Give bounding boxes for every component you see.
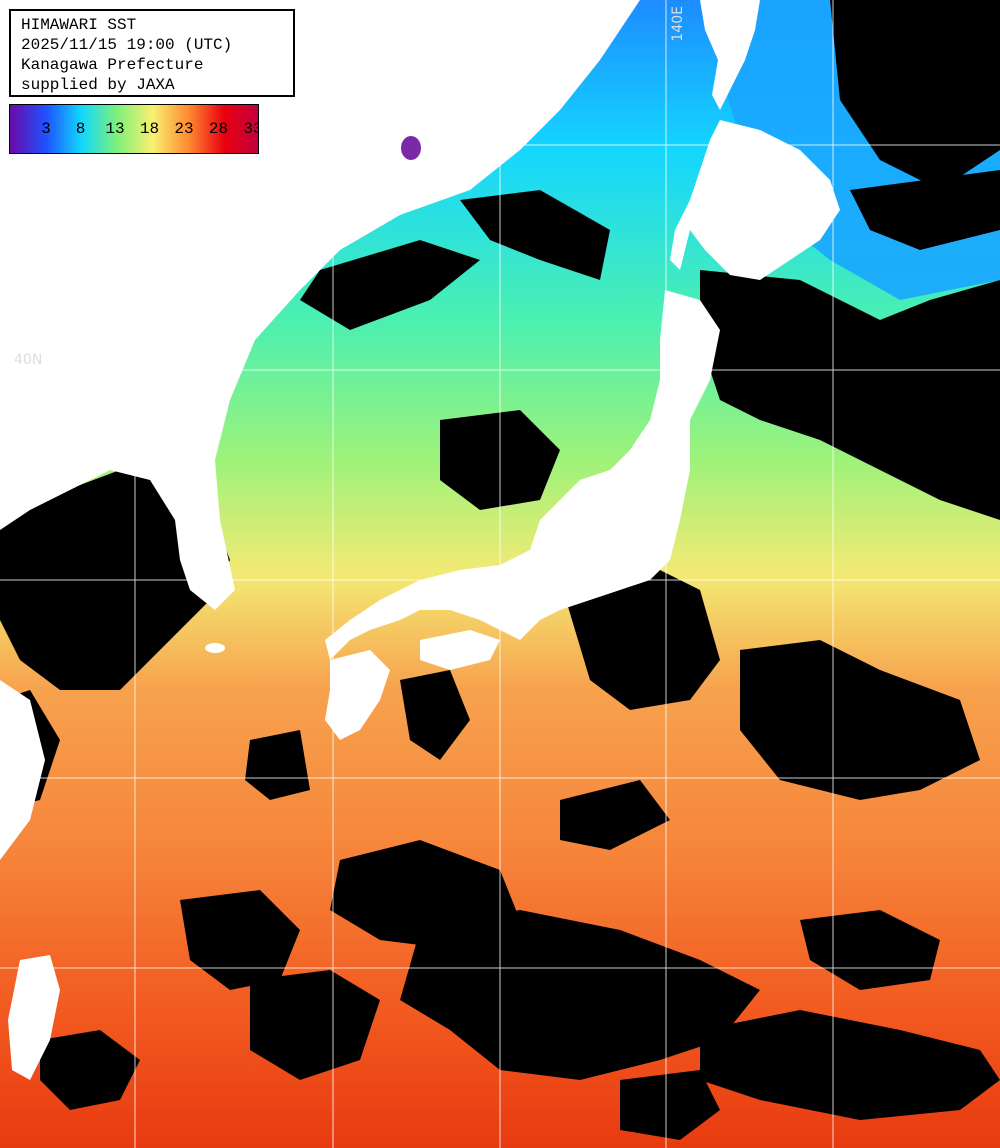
legend-tick-label: 28 — [208, 120, 229, 138]
legend-tick-label: 13 — [105, 120, 125, 138]
info-box: HIMAWARI SST 2025/11/15 19:00 (UTC) Kana… — [9, 9, 295, 97]
longitude-label: 140E — [670, 6, 686, 42]
cold-spot — [401, 136, 421, 160]
legend-tick-label: 33 — [243, 120, 258, 138]
credit-label: supplied by JAXA — [21, 76, 175, 94]
region-label: Kanagawa Prefecture — [21, 56, 204, 74]
legend-gradient — [10, 105, 258, 153]
legend-tick-label: 3 — [41, 120, 51, 138]
legend-tick-label: 18 — [139, 120, 160, 138]
color-legend: 3 8 13 18 23 28 33 — [9, 104, 259, 154]
timestamp: 2025/11/15 19:00 (UTC) — [21, 36, 233, 54]
product-title: HIMAWARI SST — [21, 16, 137, 34]
legend-tick-label: 23 — [174, 120, 194, 138]
legend-tick-label: 8 — [75, 120, 86, 138]
latitude-label: 40N — [14, 352, 43, 368]
legend-ticks: 3 8 13 18 23 28 33 — [10, 105, 258, 153]
